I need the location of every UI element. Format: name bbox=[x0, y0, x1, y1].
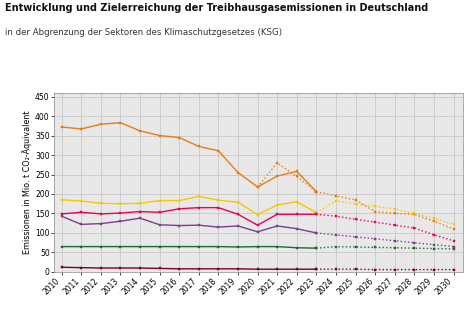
Text: in der Abgrenzung der Sektoren des Klimaschutzgesetzes (KSG): in der Abgrenzung der Sektoren des Klima… bbox=[5, 28, 282, 37]
Y-axis label: Emissionen in Mio. t CO₂-Äquivalent: Emissionen in Mio. t CO₂-Äquivalent bbox=[22, 111, 32, 254]
Text: Entwicklung und Zielerreichung der Treibhausgasemissionen in Deutschland: Entwicklung und Zielerreichung der Treib… bbox=[5, 3, 428, 13]
